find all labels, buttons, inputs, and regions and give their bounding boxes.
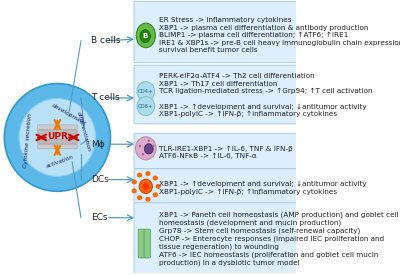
Text: differentiation: differentiation — [76, 111, 92, 153]
FancyBboxPatch shape — [134, 1, 298, 63]
Ellipse shape — [142, 153, 144, 155]
Text: PERK-eIF2α-ATF4 -> Th2 cell differentiation
XBP1 -> Th17 cell differentiation
TC: PERK-eIF2α-ATF4 -> Th2 cell differentiat… — [159, 73, 372, 117]
Text: Cytokine secretion: Cytokine secretion — [23, 112, 33, 168]
Ellipse shape — [156, 184, 161, 189]
Ellipse shape — [139, 179, 152, 194]
Text: XBP1 -> Paneth cell homeostasis (AMP production) and goblet cell
homeostasis (de: XBP1 -> Paneth cell homeostasis (AMP pro… — [159, 211, 399, 266]
Text: ER Stress -> inflammatory cytokines
XBP1 -> plasma cell differentiation & antibo: ER Stress -> inflammatory cytokines XBP1… — [159, 17, 400, 53]
Ellipse shape — [4, 84, 110, 191]
Ellipse shape — [144, 144, 153, 154]
Ellipse shape — [152, 145, 154, 147]
Text: CD8+: CD8+ — [138, 104, 154, 109]
Ellipse shape — [145, 171, 151, 176]
Ellipse shape — [132, 180, 137, 184]
Ellipse shape — [136, 23, 155, 48]
FancyBboxPatch shape — [38, 125, 77, 129]
Ellipse shape — [137, 195, 142, 200]
Ellipse shape — [137, 173, 142, 178]
Text: TLR-IRE1-XBP1 -> ↑IL-6, TNF & IFN-β
ATF6-NFκB -> ↑IL-6, TNF-α: TLR-IRE1-XBP1 -> ↑IL-6, TNF & IFN-β ATF6… — [159, 145, 293, 159]
Ellipse shape — [139, 145, 141, 147]
Text: B: B — [143, 33, 148, 39]
Ellipse shape — [145, 197, 151, 202]
FancyBboxPatch shape — [134, 169, 298, 204]
Ellipse shape — [142, 183, 149, 190]
FancyBboxPatch shape — [38, 135, 77, 139]
Text: T cells: T cells — [91, 94, 120, 103]
FancyBboxPatch shape — [38, 144, 77, 149]
Text: XBP1 -> ↑development and survival; ↓antitumor activity
XBP1-polyIC -> ↑IFN-β; ↑i: XBP1 -> ↑development and survival; ↓anti… — [159, 181, 367, 195]
Text: development: development — [51, 102, 87, 126]
Ellipse shape — [132, 188, 137, 193]
Ellipse shape — [136, 137, 156, 160]
FancyBboxPatch shape — [144, 229, 150, 258]
Ellipse shape — [148, 140, 150, 142]
Text: activation: activation — [46, 155, 75, 169]
Text: ECs: ECs — [91, 213, 108, 222]
Ellipse shape — [19, 98, 96, 176]
Ellipse shape — [140, 30, 150, 43]
Text: CD4+: CD4+ — [138, 89, 154, 94]
Ellipse shape — [153, 175, 158, 180]
Ellipse shape — [153, 192, 158, 197]
Text: DCs: DCs — [91, 175, 109, 184]
FancyBboxPatch shape — [134, 133, 298, 169]
FancyBboxPatch shape — [38, 140, 77, 144]
FancyBboxPatch shape — [38, 130, 77, 134]
FancyBboxPatch shape — [138, 229, 145, 258]
Text: B cells: B cells — [91, 36, 121, 45]
FancyBboxPatch shape — [134, 203, 298, 275]
FancyBboxPatch shape — [134, 65, 298, 124]
Text: Mϕ: Mϕ — [91, 140, 105, 149]
Text: UPR: UPR — [47, 131, 68, 141]
Ellipse shape — [137, 97, 155, 116]
Ellipse shape — [137, 82, 155, 101]
